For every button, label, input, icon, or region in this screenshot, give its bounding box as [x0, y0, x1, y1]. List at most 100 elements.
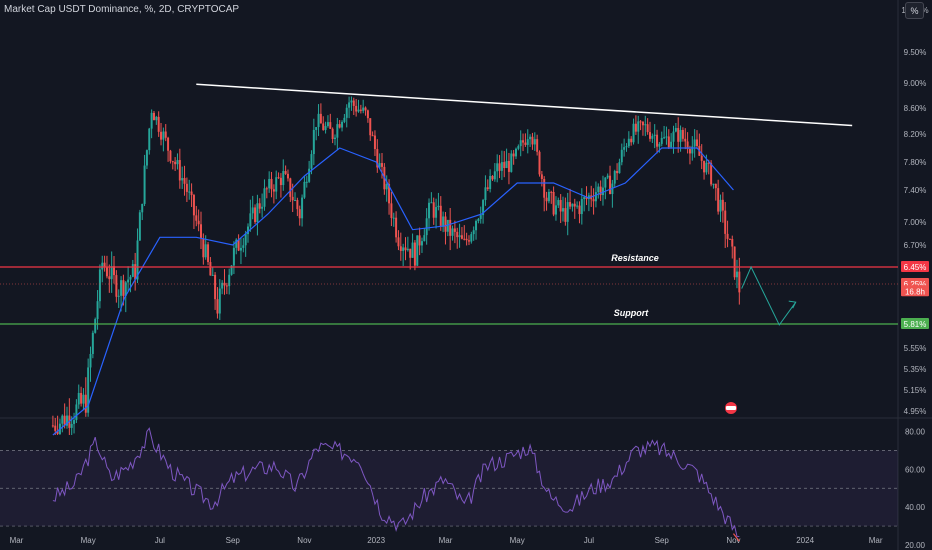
candle-body [209, 262, 212, 276]
candle-body [331, 128, 334, 139]
candle-body [526, 139, 529, 145]
candle-body [460, 235, 463, 239]
candle-body [465, 238, 468, 241]
candle-body [559, 200, 562, 212]
candle-body [444, 216, 447, 232]
candle-body [63, 415, 66, 426]
candle-body [623, 147, 626, 150]
candle-body [197, 220, 200, 225]
candle-body [606, 175, 609, 178]
candle-body [564, 208, 567, 222]
candle-body [98, 269, 101, 302]
candle-body [674, 128, 677, 132]
candle-body [261, 206, 264, 209]
candle-body [70, 423, 73, 428]
candle-body [411, 242, 414, 258]
candle-body [221, 282, 224, 289]
candle-body [131, 264, 134, 277]
candle-body [183, 178, 186, 184]
descending-trendline [196, 83, 853, 127]
candle-body [145, 150, 148, 166]
candle-body [134, 264, 137, 280]
candle-body [82, 394, 85, 404]
candle-body [493, 171, 496, 180]
candle-body [96, 301, 99, 320]
candle-body [192, 195, 195, 216]
y-tick-label: 8.20% [904, 130, 927, 139]
candle-body [435, 207, 438, 218]
moving-average-line [52, 147, 734, 436]
candle-body [738, 271, 741, 293]
candle-body [385, 184, 388, 190]
candle-body [538, 151, 541, 175]
y-tick-label: 5.35% [904, 365, 927, 374]
candle-body [731, 239, 734, 247]
candle-body [618, 162, 621, 174]
candle-body [308, 168, 311, 182]
candle-body [73, 420, 76, 424]
x-tick-label: Mar [10, 536, 24, 545]
candle-body [249, 213, 252, 227]
rsi-band-fill [0, 450, 898, 527]
candle-body [251, 207, 254, 214]
candle-body [498, 163, 501, 171]
candle-body [176, 160, 179, 165]
y-tick-label: 7.40% [904, 186, 927, 195]
candle-body [446, 219, 449, 232]
candle-body [275, 177, 278, 192]
price-label-text: 6.45% [904, 263, 927, 272]
candle-body [634, 123, 637, 132]
candle-body [672, 131, 675, 142]
candle-body [174, 161, 177, 165]
candle-body [536, 139, 539, 152]
candle-body [397, 237, 400, 247]
candle-body [157, 116, 160, 132]
candle-body [402, 247, 405, 251]
price-label-text: 5.81% [904, 320, 927, 329]
candle-body [547, 191, 550, 202]
candle-body [658, 143, 661, 147]
candle-body [566, 202, 569, 222]
candle-body [169, 150, 172, 162]
candle-body [482, 200, 485, 216]
x-tick-label: Mar [439, 536, 453, 545]
candle-body [388, 184, 391, 204]
candle-body [207, 244, 210, 263]
candle-body [312, 129, 315, 155]
candle-body [310, 154, 313, 169]
candle-body [364, 107, 367, 111]
candle-body [514, 148, 517, 157]
candle-body [576, 205, 579, 207]
candle-body [94, 319, 97, 333]
candle-body [272, 189, 275, 192]
y-tick-label: 7.00% [904, 218, 927, 227]
candle-body [721, 199, 724, 211]
candle-body [416, 235, 419, 266]
candle-body [512, 153, 515, 157]
candle-body [143, 165, 146, 204]
candle-body [594, 192, 597, 202]
candle-body [627, 138, 630, 147]
percent-scale-button[interactable]: % [905, 2, 924, 19]
candle-body [507, 160, 510, 172]
candle-body [409, 248, 412, 258]
y-tick-label: 8.60% [904, 104, 927, 113]
candle-body [456, 231, 459, 238]
candle-body [258, 203, 261, 209]
candle-body [284, 171, 287, 174]
candle-body [571, 203, 574, 207]
candles [51, 96, 741, 435]
candle-body [667, 136, 670, 148]
y-tick-label: 5.55% [904, 344, 927, 353]
candle-body [496, 163, 499, 172]
candle-body [296, 200, 299, 210]
x-tick-label: 2024 [796, 536, 814, 545]
candle-body [289, 178, 292, 197]
candle-body [597, 186, 600, 193]
candle-body [117, 295, 120, 297]
candle-body [305, 181, 308, 183]
candle-body [138, 212, 141, 241]
candle-body [578, 205, 581, 215]
candle-body [333, 137, 336, 139]
